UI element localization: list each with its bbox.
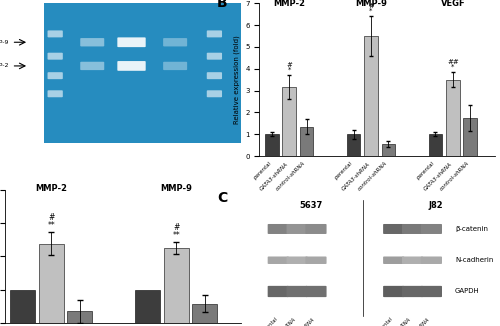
Text: MMP-9: MMP-9 [0, 40, 10, 45]
FancyBboxPatch shape [402, 257, 423, 264]
FancyBboxPatch shape [286, 224, 308, 234]
Text: B: B [217, 0, 228, 10]
Bar [192, 304, 218, 323]
FancyBboxPatch shape [207, 30, 222, 37]
Bar [300, 126, 314, 156]
Text: C: C [217, 191, 228, 205]
Text: GATA3-shRNA: GATA3-shRNA [268, 317, 297, 326]
FancyBboxPatch shape [306, 257, 326, 264]
Bar [164, 248, 189, 323]
FancyBboxPatch shape [163, 38, 187, 46]
FancyBboxPatch shape [421, 286, 442, 297]
Bar [428, 134, 442, 156]
FancyBboxPatch shape [306, 224, 326, 234]
Text: MMP-2: MMP-2 [36, 185, 68, 193]
Bar [68, 311, 92, 323]
FancyBboxPatch shape [383, 286, 404, 297]
Text: control-shRNA: control-shRNA [286, 317, 316, 326]
Text: GATA3-shRNA: GATA3-shRNA [384, 317, 412, 326]
FancyBboxPatch shape [306, 286, 326, 297]
Text: β-catenin: β-catenin [455, 226, 488, 232]
FancyBboxPatch shape [48, 53, 63, 60]
Bar [282, 87, 296, 156]
Text: parental: parental [374, 317, 394, 326]
Text: MMP-9: MMP-9 [355, 0, 387, 7]
Bar [347, 134, 360, 156]
Bar [382, 144, 395, 156]
FancyBboxPatch shape [268, 286, 289, 297]
Bar [136, 289, 160, 323]
Text: parental: parental [259, 317, 278, 326]
FancyBboxPatch shape [163, 62, 187, 70]
Text: J82: J82 [429, 201, 444, 211]
FancyBboxPatch shape [421, 257, 442, 264]
Text: #
*: # * [368, 3, 374, 14]
FancyBboxPatch shape [48, 90, 63, 97]
Text: 5637: 5637 [300, 201, 323, 211]
FancyBboxPatch shape [118, 61, 146, 71]
Y-axis label: Relative expression (fold): Relative expression (fold) [233, 35, 239, 124]
Text: GAPDH: GAPDH [455, 289, 479, 294]
FancyBboxPatch shape [207, 72, 222, 79]
Bar [265, 134, 278, 156]
FancyBboxPatch shape [402, 286, 423, 297]
Bar [10, 289, 35, 323]
FancyBboxPatch shape [268, 224, 289, 234]
FancyBboxPatch shape [207, 53, 222, 60]
Text: control-shRNA: control-shRNA [402, 317, 432, 326]
FancyBboxPatch shape [402, 224, 423, 234]
Text: MMP-2: MMP-2 [273, 0, 305, 7]
Text: N-cadherin: N-cadherin [455, 257, 494, 263]
FancyBboxPatch shape [80, 62, 104, 70]
Text: MMP-9: MMP-9 [160, 185, 192, 193]
Text: ##
*: ## * [447, 59, 458, 70]
FancyBboxPatch shape [383, 257, 404, 264]
FancyBboxPatch shape [80, 38, 104, 46]
FancyBboxPatch shape [48, 72, 63, 79]
FancyBboxPatch shape [286, 286, 308, 297]
FancyBboxPatch shape [268, 257, 289, 264]
FancyBboxPatch shape [286, 257, 308, 264]
Bar [364, 36, 378, 156]
Text: #
**: # ** [172, 223, 180, 240]
FancyBboxPatch shape [383, 224, 404, 234]
Bar [464, 118, 477, 156]
FancyBboxPatch shape [207, 90, 222, 97]
FancyBboxPatch shape [48, 30, 63, 37]
Text: #
*: # * [286, 62, 292, 73]
Text: VEGF: VEGF [440, 0, 465, 7]
Text: #
**: # ** [48, 213, 56, 230]
Bar [39, 244, 64, 323]
FancyBboxPatch shape [118, 37, 146, 47]
FancyBboxPatch shape [421, 224, 442, 234]
Bar [446, 80, 460, 156]
Text: MMP-2: MMP-2 [0, 64, 10, 68]
